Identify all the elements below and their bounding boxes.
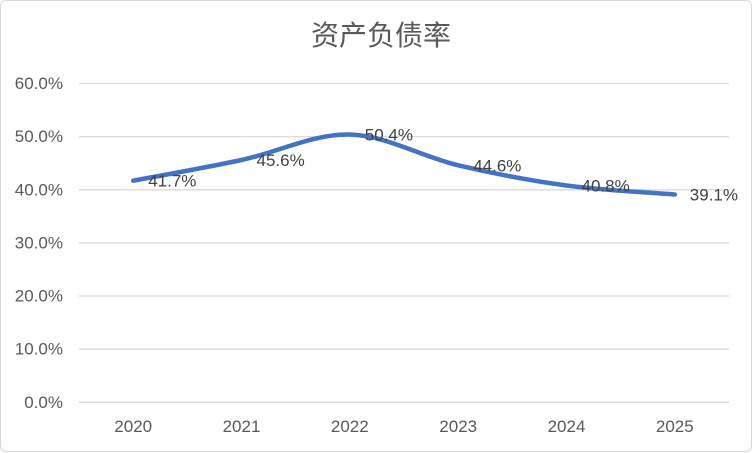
y-axis-tick-label: 20.0% — [15, 287, 63, 306]
x-axis-tick-label: 2025 — [656, 417, 694, 436]
data-labels: 41.7% 45.6% 50.4% 44.6% 40.8% 39.1% — [148, 126, 738, 205]
data-point-label: 41.7% — [148, 172, 196, 191]
data-point-label: 40.8% — [582, 177, 630, 196]
y-axis-tick-label: 40.0% — [15, 180, 63, 199]
data-point-label: 45.6% — [257, 151, 305, 170]
x-axis-tick-label: 2020 — [114, 417, 152, 436]
data-point-label: 50.4% — [365, 126, 413, 145]
x-axis-tick-label: 2023 — [439, 417, 477, 436]
x-axis: 2020 2021 2022 2023 2024 2025 — [114, 417, 693, 436]
series-line — [130, 132, 678, 197]
y-axis: 0.0% 10.0% 20.0% 30.0% 40.0% 50.0% 60.0% — [15, 74, 63, 412]
x-axis-tick-label: 2024 — [548, 417, 586, 436]
y-axis-tick-label: 10.0% — [15, 340, 63, 359]
x-axis-tick-label: 2021 — [223, 417, 261, 436]
y-axis-tick-label: 50.0% — [15, 127, 63, 146]
x-axis-tick-label: 2022 — [331, 417, 369, 436]
y-axis-tick-label: 30.0% — [15, 233, 63, 252]
data-point-label: 39.1% — [690, 186, 738, 205]
chart-title: 资产负债率 — [311, 20, 451, 51]
y-axis-tick-label: 60.0% — [15, 74, 63, 93]
data-point-label: 44.6% — [473, 156, 521, 175]
gridlines — [79, 82, 729, 403]
y-axis-tick-label: 0.0% — [24, 393, 63, 412]
